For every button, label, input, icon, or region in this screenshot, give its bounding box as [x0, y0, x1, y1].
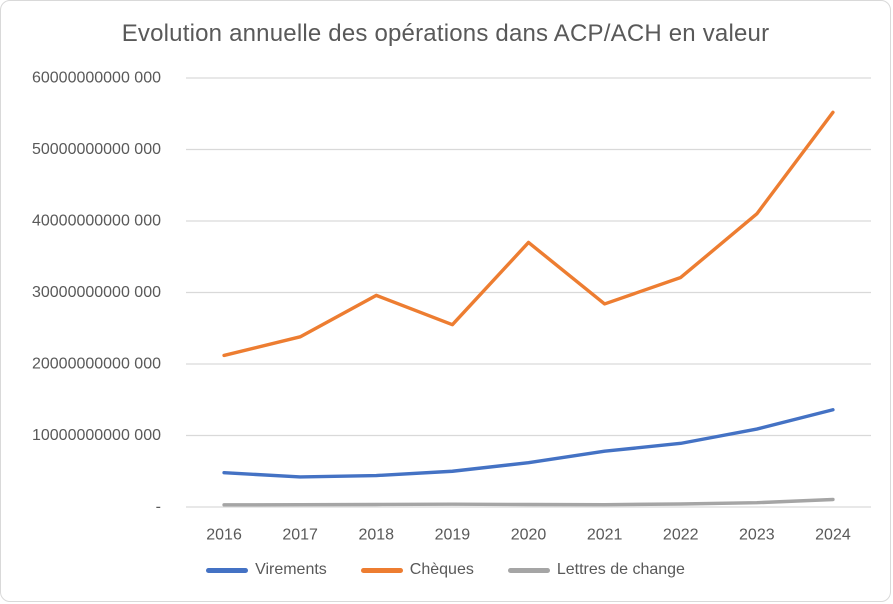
y-axis-tick-label: 30000000000 000 [32, 284, 161, 301]
series-line-lettres-de-change [222, 497, 835, 507]
x-axis-tick-label: 2023 [739, 527, 775, 544]
y-axis-tick-label: - [156, 499, 161, 516]
series-line-ch-ques [222, 110, 835, 358]
x-axis-tick-label: 2018 [358, 527, 394, 544]
chart-legend: Virements Chèques Lettres de change [1, 561, 890, 579]
y-axis-tick-label: 60000000000 000 [32, 70, 161, 87]
y-axis-tick-label: 10000000000 000 [32, 427, 161, 444]
series-line-virements [222, 408, 835, 479]
legend-swatch [507, 567, 550, 573]
y-axis-tick-label: 50000000000 000 [32, 141, 161, 158]
legend-label: Chèques [409, 561, 474, 578]
x-axis-tick-label: 2016 [206, 527, 242, 544]
legend-swatch [360, 567, 403, 573]
legend-swatch [206, 567, 249, 573]
y-axis-tick-label: 20000000000 000 [32, 356, 161, 373]
legend-label: Virements [255, 561, 327, 578]
legend-item-lettres-de-change: Lettres de change [507, 561, 685, 579]
x-axis-tick-label: 2020 [511, 527, 547, 544]
legend-item-virements: Virements [206, 561, 327, 579]
legend-label: Lettres de change [556, 561, 685, 578]
x-axis-tick-label: 2019 [435, 527, 471, 544]
y-axis-tick-label: 40000000000 000 [32, 213, 161, 230]
chart-title: Evolution annuelle des opérations dans A… [121, 20, 770, 47]
x-axis-tick-label: 2024 [815, 527, 851, 544]
x-axis-tick-label: 2017 [282, 527, 318, 544]
legend-item-ch-ques: Chèques [360, 561, 474, 579]
x-axis-tick-label: 2022 [663, 527, 699, 544]
x-axis-tick-label: 2021 [587, 527, 623, 544]
